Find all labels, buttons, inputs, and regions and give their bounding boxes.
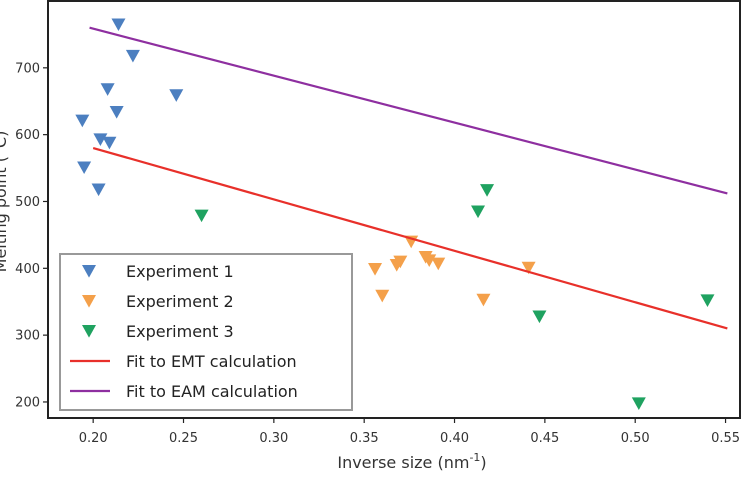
data-point-series-0	[75, 114, 90, 128]
data-point-series-0	[77, 161, 92, 175]
data-point-series-1	[422, 254, 437, 267]
y-tick-label: 300	[15, 329, 40, 344]
x-tick-label: 0.30	[259, 431, 288, 446]
x-tick-label: 0.25	[169, 431, 198, 446]
fit-line-4	[89, 26, 728, 195]
data-point-series-1	[521, 261, 536, 275]
data-point-series-0	[109, 105, 124, 119]
data-point-series-0	[111, 18, 126, 32]
data-point-series-1	[375, 289, 390, 303]
legend-box	[59, 253, 353, 411]
axes: 0.20 0.25 0.30 0.35 0.40 0.45 0.50 0.55 200 300 40…	[0, 0, 741, 472]
y-tick-label: 200	[15, 395, 40, 410]
data-point-series-1	[368, 263, 383, 276]
x-tick-label: 0.20	[79, 431, 108, 446]
legend-marker-swatch	[82, 325, 96, 338]
plot-area	[75, 18, 728, 410]
data-point-series-2	[631, 397, 646, 410]
data-point-series-2	[471, 205, 486, 219]
legend-label: Experiment 3	[126, 322, 234, 341]
y-tick-label: 700	[15, 61, 40, 76]
data-point-series-0	[169, 89, 184, 102]
fit-line-3	[92, 146, 728, 330]
x-tick-label: 0.40	[440, 431, 469, 446]
legend-marker-swatch	[82, 295, 96, 308]
legend-marker-swatch	[82, 265, 96, 278]
x-tick-label: 0.35	[350, 431, 379, 446]
y-tick-label: 400	[15, 262, 40, 277]
x-tick-label: 0.55	[711, 431, 740, 446]
data-point-series-1	[431, 257, 446, 271]
legend-label: Experiment 2	[126, 292, 234, 311]
data-point-series-2	[700, 294, 715, 308]
x-tick-label: 0.50	[621, 431, 650, 446]
data-point-series-0	[102, 136, 117, 150]
legend: Experiment 1 Experiment 2 Experiment 3 Fit …	[59, 253, 353, 411]
data-point-series-1	[476, 293, 491, 307]
x-axis-label: Inverse size (nm-1)	[337, 451, 486, 472]
data-point-series-0	[93, 133, 108, 146]
data-point-series-2	[532, 310, 547, 324]
legend-label: Fit to EAM calculation	[126, 382, 298, 401]
x-tick-label: 0.45	[530, 431, 559, 446]
y-tick-label: 600	[15, 128, 40, 143]
plot-frame	[47, 0, 741, 419]
data-point-series-2	[194, 209, 209, 223]
y-tick-label: 500	[15, 195, 40, 210]
y-axis-label: Melting point (°C)	[0, 131, 10, 273]
data-point-series-0	[91, 183, 106, 197]
legend-label: Experiment 1	[126, 262, 234, 281]
data-point-series-1	[389, 259, 404, 272]
legend-label: Fit to EMT calculation	[126, 352, 297, 371]
data-point-series-2	[480, 184, 495, 197]
data-point-series-0	[125, 49, 140, 63]
data-point-series-0	[100, 83, 115, 96]
